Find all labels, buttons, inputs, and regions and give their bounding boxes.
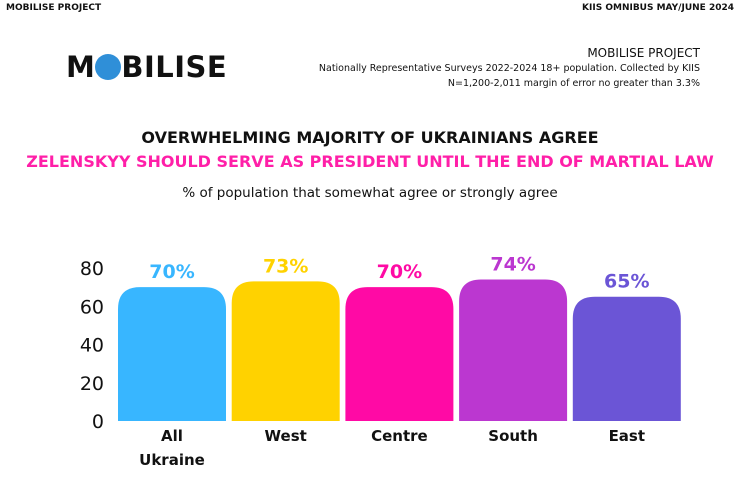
- x-tick-label: East: [609, 427, 645, 445]
- meta-line1: Nationally Representative Surveys 2022-2…: [318, 63, 700, 74]
- chart-title: OVERWHELMING MAJORITY OF UKRAINIANS AGRE…: [141, 128, 599, 147]
- x-tick-label: West: [265, 427, 307, 445]
- data-label: 74%: [490, 253, 535, 275]
- globe-icon: [95, 54, 122, 80]
- x-tick-label: South: [488, 427, 538, 445]
- bar: [345, 287, 454, 421]
- y-tick-label: 0: [92, 411, 104, 433]
- logo: M BILISE: [66, 50, 228, 84]
- bar: [572, 296, 681, 421]
- x-tick-label: Ukraine: [139, 451, 205, 469]
- chart-ylabel: % of population that somewhat agree or s…: [182, 185, 558, 201]
- data-label: 73%: [263, 255, 308, 277]
- data-label: 65%: [604, 271, 649, 293]
- meta-info: MOBILISE PROJECT Nationally Representati…: [319, 46, 700, 91]
- chart-subtitle: ZELENSKYY SHOULD SERVE AS PRESIDENT UNTI…: [26, 152, 714, 171]
- header-left: MOBILISE PROJECT: [6, 3, 102, 13]
- bar: [459, 279, 568, 421]
- y-tick-label: 60: [80, 296, 104, 318]
- y-tick-label: 80: [80, 258, 104, 280]
- y-tick-label: 40: [80, 335, 104, 357]
- data-label: 70%: [149, 261, 194, 283]
- meta-line2: N=1,200-2,011 margin of error no greater…: [447, 78, 700, 89]
- y-tick-label: 20: [80, 373, 104, 395]
- meta-title: MOBILISE PROJECT: [587, 46, 700, 60]
- bar: [118, 287, 226, 421]
- header-right: KIIS OMNIBUS MAY/JUNE 2024: [582, 3, 734, 13]
- bar: [231, 281, 340, 421]
- x-tick-label: All: [161, 427, 183, 445]
- data-label: 70%: [377, 261, 422, 283]
- x-tick-label: Centre: [371, 427, 428, 445]
